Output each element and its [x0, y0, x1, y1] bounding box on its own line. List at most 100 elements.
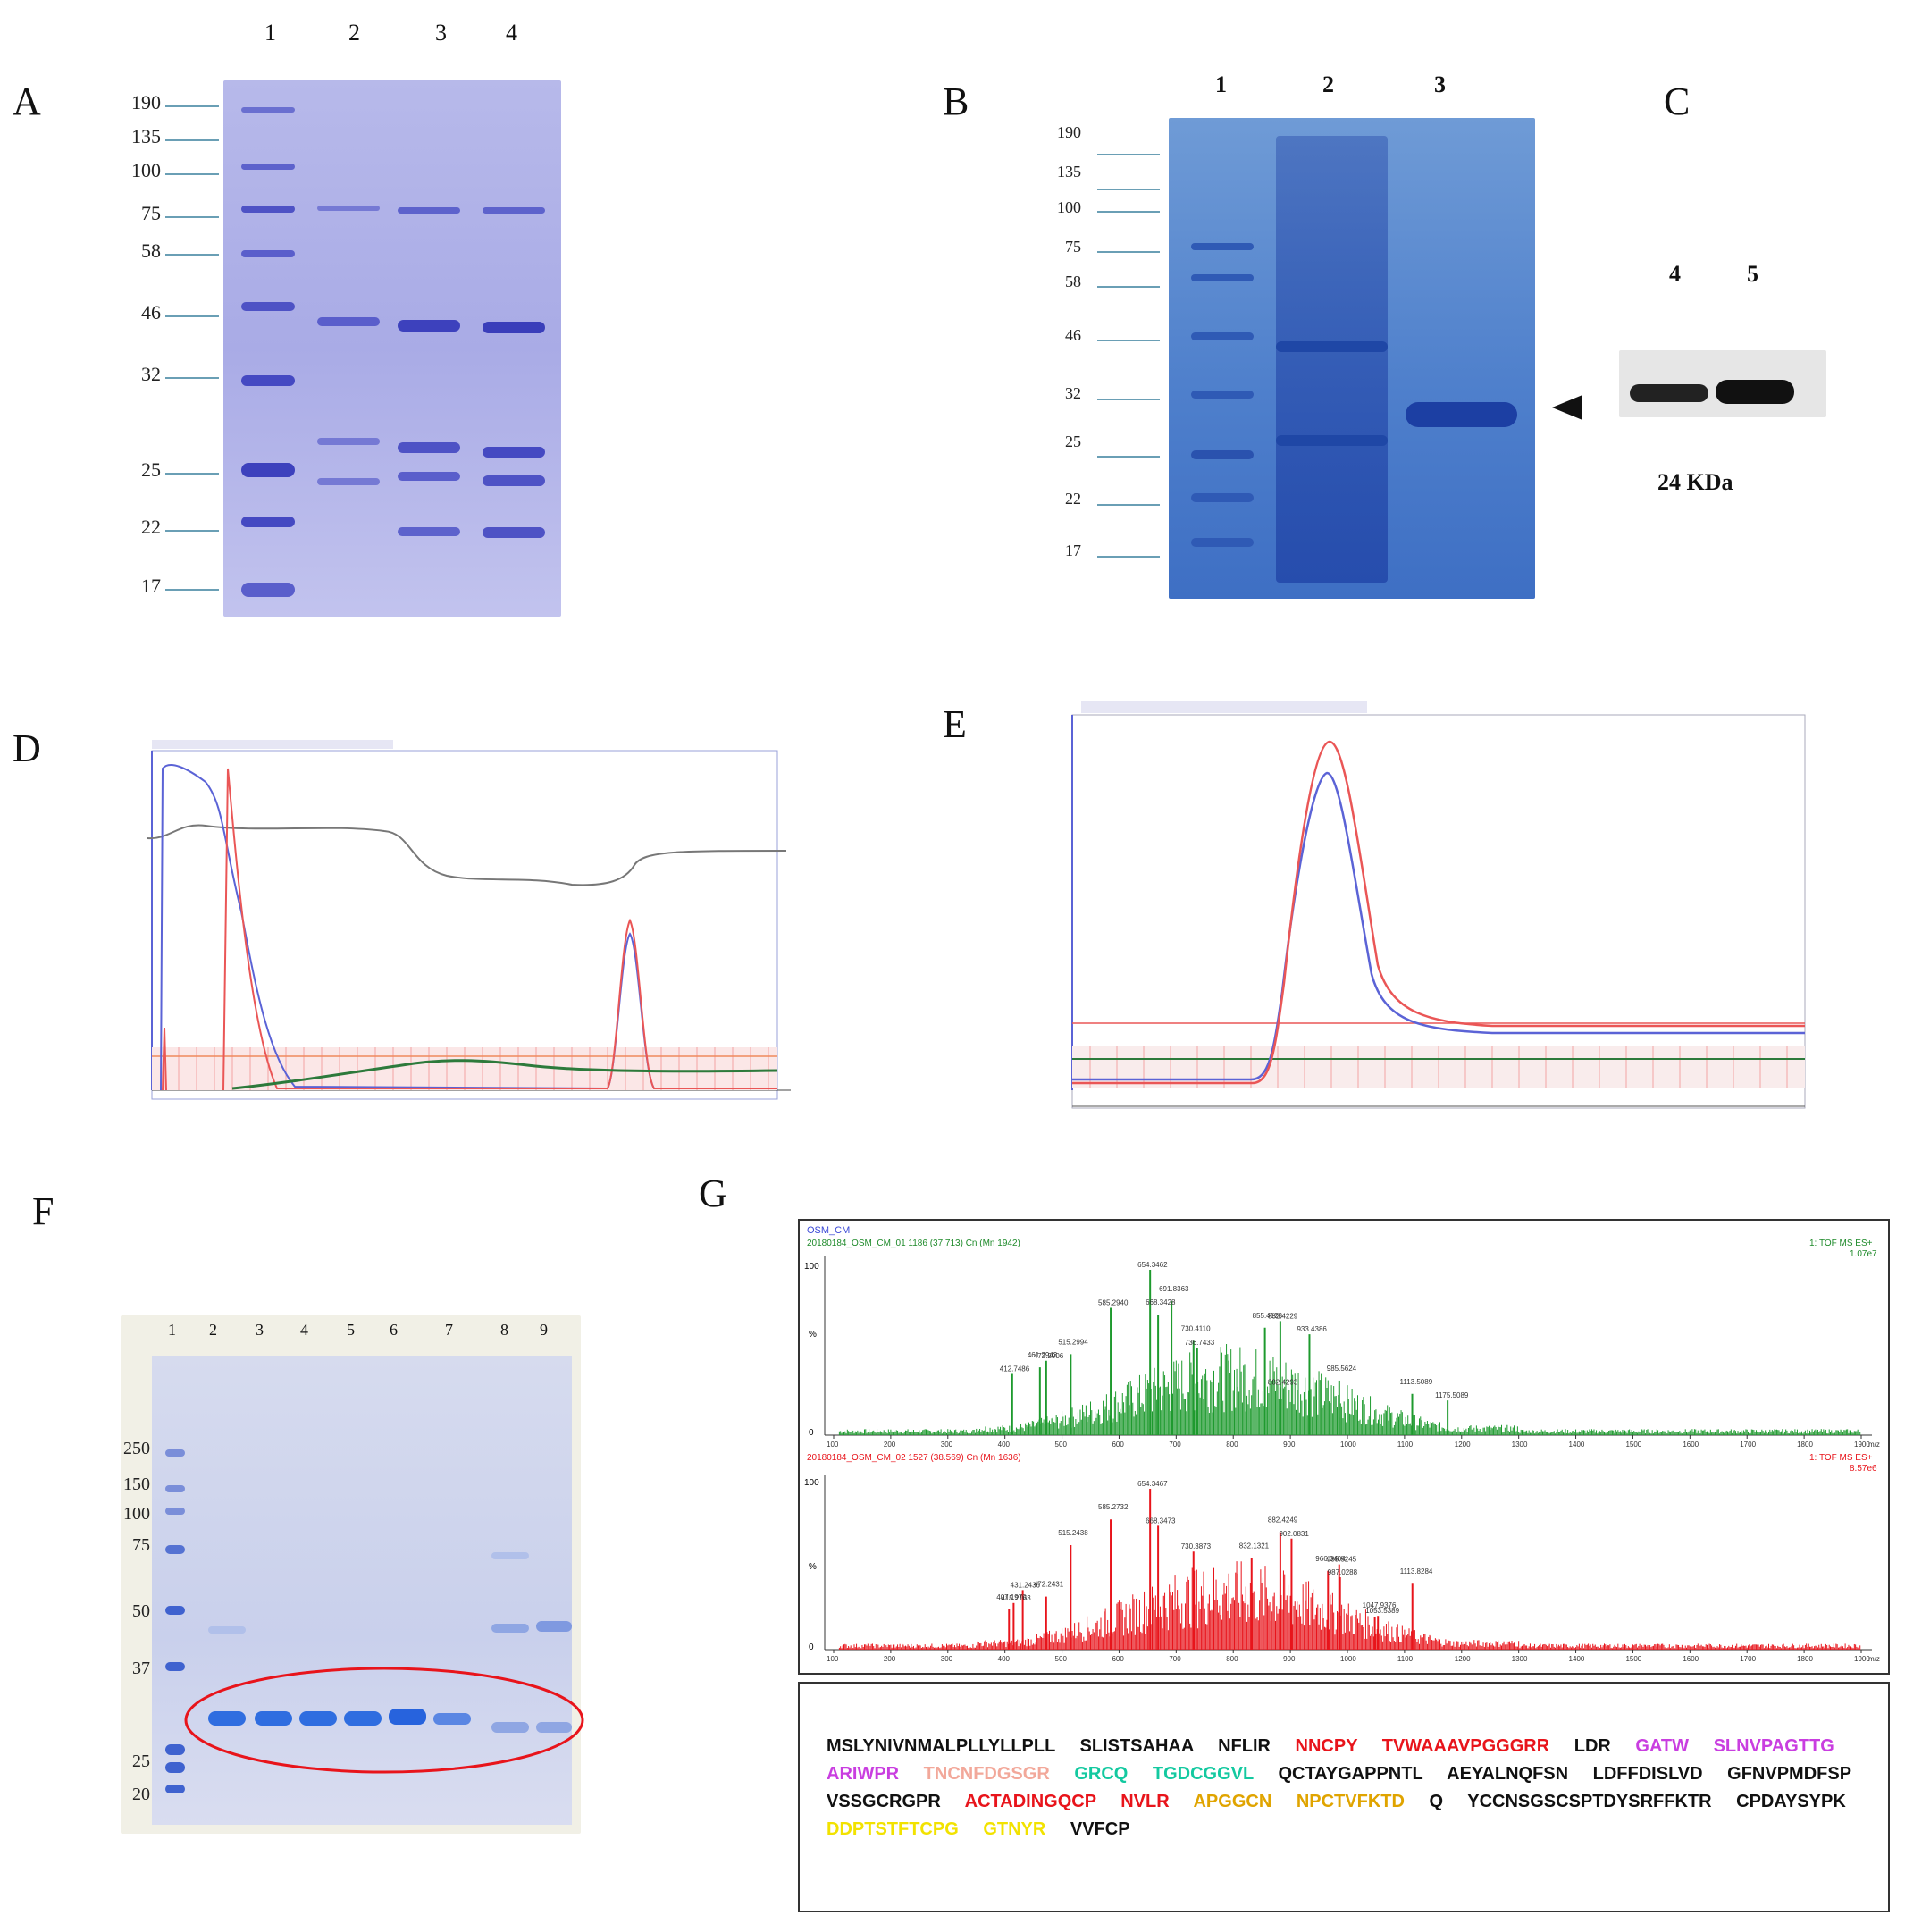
axis-tick-label: 800	[1226, 1441, 1238, 1449]
marker-label: 32	[1065, 384, 1081, 402]
marker-label: 135	[1057, 163, 1081, 181]
ms-peak-label: 736.7433	[1185, 1339, 1215, 1347]
axis-tick-label: 1800	[1797, 1441, 1813, 1449]
sequence-segment: TNCNFDGSGR	[923, 1764, 1075, 1784]
marker-label: 17	[141, 575, 161, 597]
marker-tick	[165, 589, 219, 591]
size-label: 24 KDa	[1657, 469, 1733, 495]
lane-label: 3	[256, 1321, 264, 1339]
panel-label-e: E	[943, 702, 967, 746]
marker-tick	[165, 173, 219, 175]
marker-label: 46	[141, 301, 161, 323]
marker-label: 25	[1065, 433, 1081, 450]
marker-tick	[1097, 251, 1160, 253]
ms-spectra-box: OSM_CM 20180184_OSM_CM_01 1186 (37.713) …	[798, 1219, 1890, 1675]
sequence-segment: NNCPY TVWAAAVPGGGRR	[1295, 1736, 1574, 1756]
sequence-segment: LDR	[1574, 1736, 1636, 1756]
ms-peak-label: 1113.5089	[1400, 1378, 1433, 1386]
axis-tick-label: 200	[884, 1655, 896, 1663]
axis-tick-label: 700	[1169, 1441, 1181, 1449]
axis-tick-label: 300	[941, 1441, 953, 1449]
sequence-segment: VVFCP	[1070, 1819, 1130, 1839]
axis-tick-label: 400	[998, 1441, 1011, 1449]
marker-label: 20	[132, 1785, 150, 1804]
ms-peak-label: 882.4229	[1268, 1312, 1298, 1320]
sequence-segment: GRCQ TGDCGGVL	[1074, 1764, 1279, 1784]
axis-tick-label: 700	[1169, 1655, 1181, 1663]
panel-label-g: G	[699, 1172, 727, 1215]
ms-peak-label: 515.2438	[1058, 1529, 1088, 1537]
axis-tick-label: 1400	[1569, 1441, 1585, 1449]
spectrum1-axis: 100 200 300 400 500 600 700 800 900 1000 1100 1200 1…	[827, 1435, 1880, 1449]
axis-tick-label: 1200	[1455, 1441, 1471, 1449]
marker-label: 50	[132, 1601, 150, 1621]
y-tick: 100	[804, 1478, 819, 1488]
lane-label: 4	[506, 20, 517, 46]
spectrum2-axis: 100 200 300 400 500 600 700 800 900 1000 1100 1200 1…	[827, 1650, 1880, 1663]
gel-f	[121, 1315, 581, 1834]
y-tick: 0	[809, 1642, 814, 1652]
ms-peak-label: 832.1321	[1239, 1541, 1270, 1550]
western-blot	[1619, 350, 1826, 417]
ms-peak-label: 730.3873	[1181, 1542, 1212, 1550]
ms-peak-label: 515.2994	[1058, 1338, 1088, 1346]
marker-label: 75	[132, 1535, 150, 1555]
spectrum2-mode: 1: TOF MS ES+	[1809, 1453, 1873, 1463]
sequence-box: MSLYNIVNMALPLLYLLPLL SLISTSAHAA NFLIR NN…	[798, 1682, 1890, 1912]
y-tick: 0	[809, 1428, 814, 1438]
axis-tick-label: 1900	[1854, 1655, 1870, 1663]
ms-peak-label: 1047.9376	[1363, 1601, 1397, 1609]
ms-peak-label: 407.1970	[996, 1593, 1027, 1601]
marker-tick	[1097, 154, 1160, 155]
ms-peak-label: 933.4386	[1297, 1325, 1327, 1333]
lane-label: 3	[1434, 71, 1446, 97]
ms-peak-label: 1175.5089	[1435, 1391, 1469, 1399]
marker-label: 58	[1065, 273, 1081, 290]
marker-label: 75	[141, 202, 161, 224]
ms-peak-label: 985.5245	[1327, 1556, 1357, 1564]
marker-tick	[1097, 189, 1160, 190]
sample-name: OSM_CM	[807, 1225, 850, 1236]
spectrum2-intensity: 8.57e6	[1850, 1464, 1877, 1474]
marker-label: 58	[141, 239, 161, 262]
axis-tick-label: 1600	[1683, 1655, 1699, 1663]
marker-label: 37	[132, 1659, 150, 1678]
panel-label-f: F	[32, 1189, 55, 1233]
ms-peak-label: 412.7486	[1000, 1365, 1030, 1373]
spectrum2-peak-labels: 654.3467 585.2732 668.3473 882.4249 902.0831…	[996, 1480, 1433, 1615]
sequence-segment: QCTAYGAPPNTL AEYALNQFSN LDFFDISLVD GFNVP…	[827, 1764, 1851, 1811]
ms-peak-label: 654.3467	[1137, 1480, 1168, 1488]
ms-peak-label: 902.0831	[1279, 1530, 1309, 1538]
marker-tick	[1097, 286, 1160, 288]
marker-tick	[1097, 340, 1160, 341]
marker-label: 17	[1065, 542, 1081, 559]
lane-label: 8	[500, 1321, 508, 1339]
marker-tick	[165, 254, 219, 256]
lane-label: 4	[300, 1321, 308, 1339]
chromatogram-e	[1071, 701, 1806, 1109]
spectrum2-header: 20180184_OSM_CM_02 1527 (38.569) Cn (Mn …	[807, 1453, 1021, 1463]
y-tick: %	[809, 1330, 817, 1340]
marker-label: 25	[141, 458, 161, 481]
marker-label: 100	[123, 1504, 150, 1524]
marker-label: 32	[141, 363, 161, 385]
ms-peak-label: 985.5624	[1327, 1365, 1357, 1373]
axis-tick-label: 1400	[1569, 1655, 1585, 1663]
panel-label-d: D	[13, 727, 41, 770]
sequence-segment: Q YCCNSGSCSPTDYSRFFKTR CPDAYSYPK	[1429, 1792, 1846, 1811]
marker-tick	[1097, 456, 1160, 458]
axis-tick-label: 900	[1283, 1655, 1296, 1663]
axis-tick-label: 1700	[1740, 1655, 1756, 1663]
lane-label: 2	[348, 20, 360, 46]
marker-tick	[1097, 399, 1160, 400]
axis-tick-label: 1500	[1625, 1441, 1641, 1449]
panel-label-a: A	[13, 80, 41, 123]
ms-peak-label: 882.4293	[1268, 1378, 1298, 1386]
axis-tick-label: 800	[1226, 1655, 1238, 1663]
lane-label: 7	[445, 1321, 453, 1339]
marker-tick	[165, 139, 219, 141]
marker-label: 135	[131, 125, 161, 147]
ms-peak-label: 472.2431	[1034, 1581, 1064, 1589]
lane-label: 5	[1747, 261, 1758, 287]
